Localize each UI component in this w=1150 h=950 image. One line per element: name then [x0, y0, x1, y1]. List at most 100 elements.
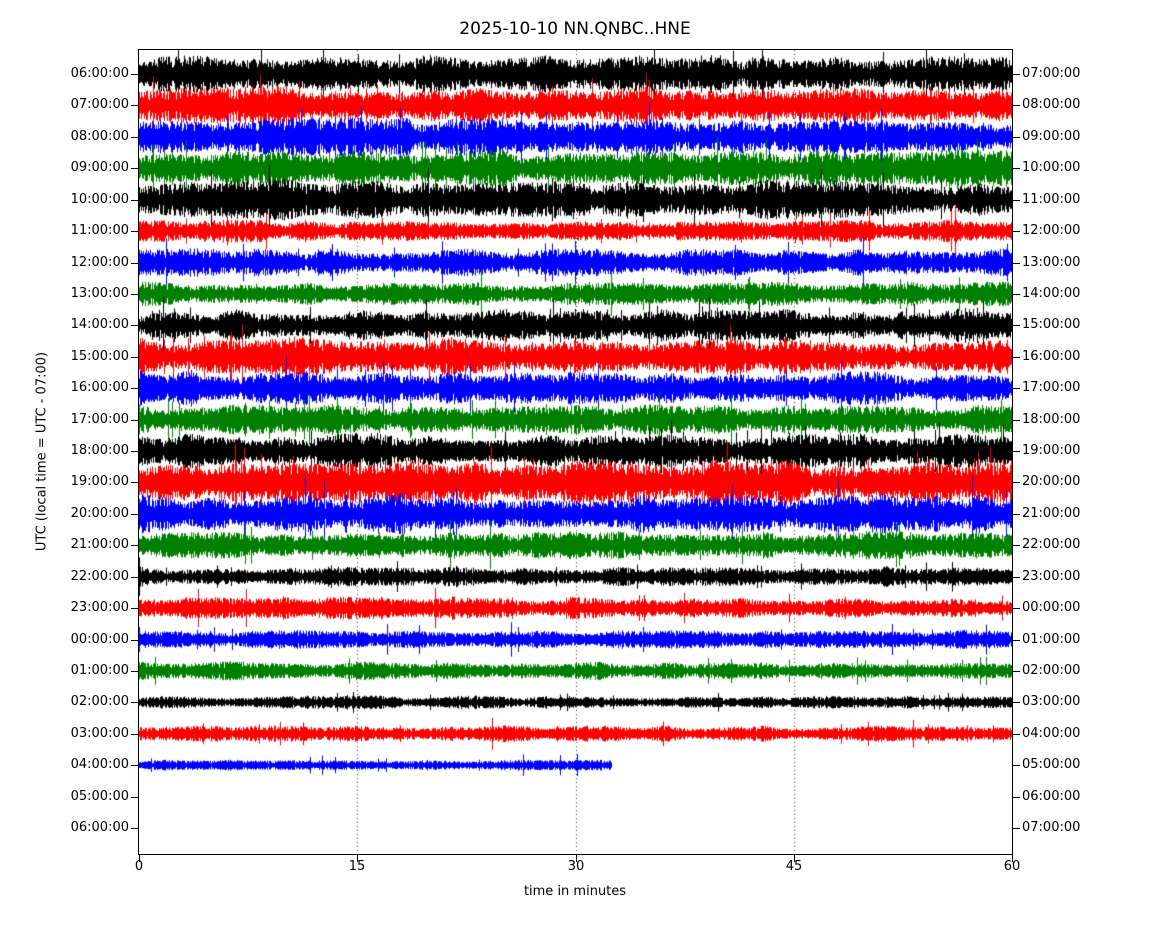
y-tick-mark-left	[131, 357, 138, 358]
x-tick-label: 45	[785, 859, 803, 874]
y-tick-label-left: 05:00:00	[70, 789, 129, 804]
y-tick-mark-left	[131, 388, 138, 389]
y-tick-label-left: 20:00:00	[70, 506, 129, 521]
y-tick-mark-left	[131, 765, 138, 766]
y-tick-mark-left	[131, 702, 138, 703]
y-tick-label-right: 13:00:00	[1022, 255, 1081, 270]
y-tick-label-left: 10:00:00	[70, 192, 129, 207]
y-tick-mark-left	[131, 545, 138, 546]
y-tick-label-left: 15:00:00	[70, 349, 129, 364]
y-tick-mark-left	[131, 514, 138, 515]
y-tick-mark-left	[131, 420, 138, 421]
seismogram-trace-canvas	[139, 50, 1012, 854]
y-tick-label-left: 17:00:00	[70, 412, 129, 427]
y-tick-mark-right	[1013, 168, 1020, 169]
figure-title: 2025-10-10 NN.QNBC..HNE	[459, 19, 691, 39]
y-tick-mark-right	[1013, 420, 1020, 421]
y-tick-label-right: 08:00:00	[1022, 97, 1081, 112]
x-tick-mark	[794, 855, 795, 862]
x-tick-mark	[576, 855, 577, 862]
y-tick-mark-left	[131, 608, 138, 609]
y-tick-mark-right	[1013, 797, 1020, 798]
y-tick-label-left: 23:00:00	[70, 600, 129, 615]
y-tick-label-left: 18:00:00	[70, 443, 129, 458]
y-tick-mark-left	[131, 671, 138, 672]
y-tick-mark-left	[131, 734, 138, 735]
y-tick-label-left: 21:00:00	[70, 537, 129, 552]
x-tick-label: 15	[348, 859, 366, 874]
x-tick-mark	[1012, 855, 1013, 862]
y-tick-mark-left	[131, 640, 138, 641]
plot-area	[138, 49, 1013, 855]
y-tick-label-right: 19:00:00	[1022, 443, 1081, 458]
y-tick-mark-left	[131, 577, 138, 578]
y-tick-mark-left	[131, 105, 138, 106]
y-tick-mark-right	[1013, 74, 1020, 75]
y-tick-label-right: 14:00:00	[1022, 286, 1081, 301]
y-tick-label-right: 05:00:00	[1022, 757, 1081, 772]
y-tick-label-right: 09:00:00	[1022, 129, 1081, 144]
y-tick-mark-left	[131, 797, 138, 798]
y-tick-mark-right	[1013, 640, 1020, 641]
y-tick-label-left: 03:00:00	[70, 726, 129, 741]
y-tick-mark-right	[1013, 734, 1020, 735]
y-tick-label-right: 22:00:00	[1022, 537, 1081, 552]
y-tick-mark-left	[131, 451, 138, 452]
y-tick-label-right: 18:00:00	[1022, 412, 1081, 427]
y-tick-label-right: 07:00:00	[1022, 66, 1081, 81]
y-tick-mark-left	[131, 482, 138, 483]
y-tick-mark-right	[1013, 137, 1020, 138]
y-tick-label-right: 21:00:00	[1022, 506, 1081, 521]
y-tick-mark-right	[1013, 482, 1020, 483]
y-tick-mark-right	[1013, 828, 1020, 829]
y-tick-mark-left	[131, 74, 138, 75]
y-tick-mark-right	[1013, 200, 1020, 201]
y-tick-label-right: 20:00:00	[1022, 474, 1081, 489]
y-tick-label-right: 02:00:00	[1022, 663, 1081, 678]
y-tick-label-right: 11:00:00	[1022, 192, 1081, 207]
y-tick-label-right: 07:00:00	[1022, 820, 1081, 835]
y-tick-mark-right	[1013, 263, 1020, 264]
y-tick-label-left: 13:00:00	[70, 286, 129, 301]
y-tick-mark-left	[131, 263, 138, 264]
y-tick-mark-right	[1013, 514, 1020, 515]
y-tick-label-right: 01:00:00	[1022, 632, 1081, 647]
y-tick-mark-right	[1013, 608, 1020, 609]
y-tick-mark-right	[1013, 451, 1020, 452]
y-tick-mark-left	[131, 294, 138, 295]
y-tick-label-right: 15:00:00	[1022, 317, 1081, 332]
y-tick-label-left: 16:00:00	[70, 380, 129, 395]
y-tick-label-left: 04:00:00	[70, 757, 129, 772]
y-tick-mark-right	[1013, 231, 1020, 232]
y-tick-mark-right	[1013, 105, 1020, 106]
x-tick-label: 60	[1003, 859, 1021, 874]
y-tick-label-left: 02:00:00	[70, 694, 129, 709]
y-tick-mark-right	[1013, 545, 1020, 546]
x-axis-label: time in minutes	[523, 884, 627, 899]
y-tick-label-left: 11:00:00	[70, 223, 129, 238]
y-tick-label-left: 12:00:00	[70, 255, 129, 270]
y-tick-label-left: 06:00:00	[70, 820, 129, 835]
y-tick-mark-left	[131, 828, 138, 829]
y-tick-mark-left	[131, 137, 138, 138]
y-tick-mark-right	[1013, 388, 1020, 389]
y-tick-label-left: 14:00:00	[70, 317, 129, 332]
y-tick-mark-left	[131, 325, 138, 326]
x-tick-mark	[357, 855, 358, 862]
x-tick-label: 0	[134, 859, 144, 874]
y-tick-label-left: 06:00:00	[70, 66, 129, 81]
y-tick-label-right: 00:00:00	[1022, 600, 1081, 615]
y-tick-mark-right	[1013, 325, 1020, 326]
y-tick-label-right: 12:00:00	[1022, 223, 1081, 238]
y-tick-label-left: 01:00:00	[70, 663, 129, 678]
y-tick-label-right: 06:00:00	[1022, 789, 1081, 804]
y-tick-label-left: 07:00:00	[70, 97, 129, 112]
x-tick-label: 30	[567, 859, 585, 874]
y-tick-label-left: 00:00:00	[70, 632, 129, 647]
y-tick-mark-right	[1013, 357, 1020, 358]
y-tick-mark-left	[131, 168, 138, 169]
y-tick-mark-right	[1013, 765, 1020, 766]
y-tick-label-right: 17:00:00	[1022, 380, 1081, 395]
y-tick-label-left: 09:00:00	[70, 160, 129, 175]
y-tick-label-right: 04:00:00	[1022, 726, 1081, 741]
